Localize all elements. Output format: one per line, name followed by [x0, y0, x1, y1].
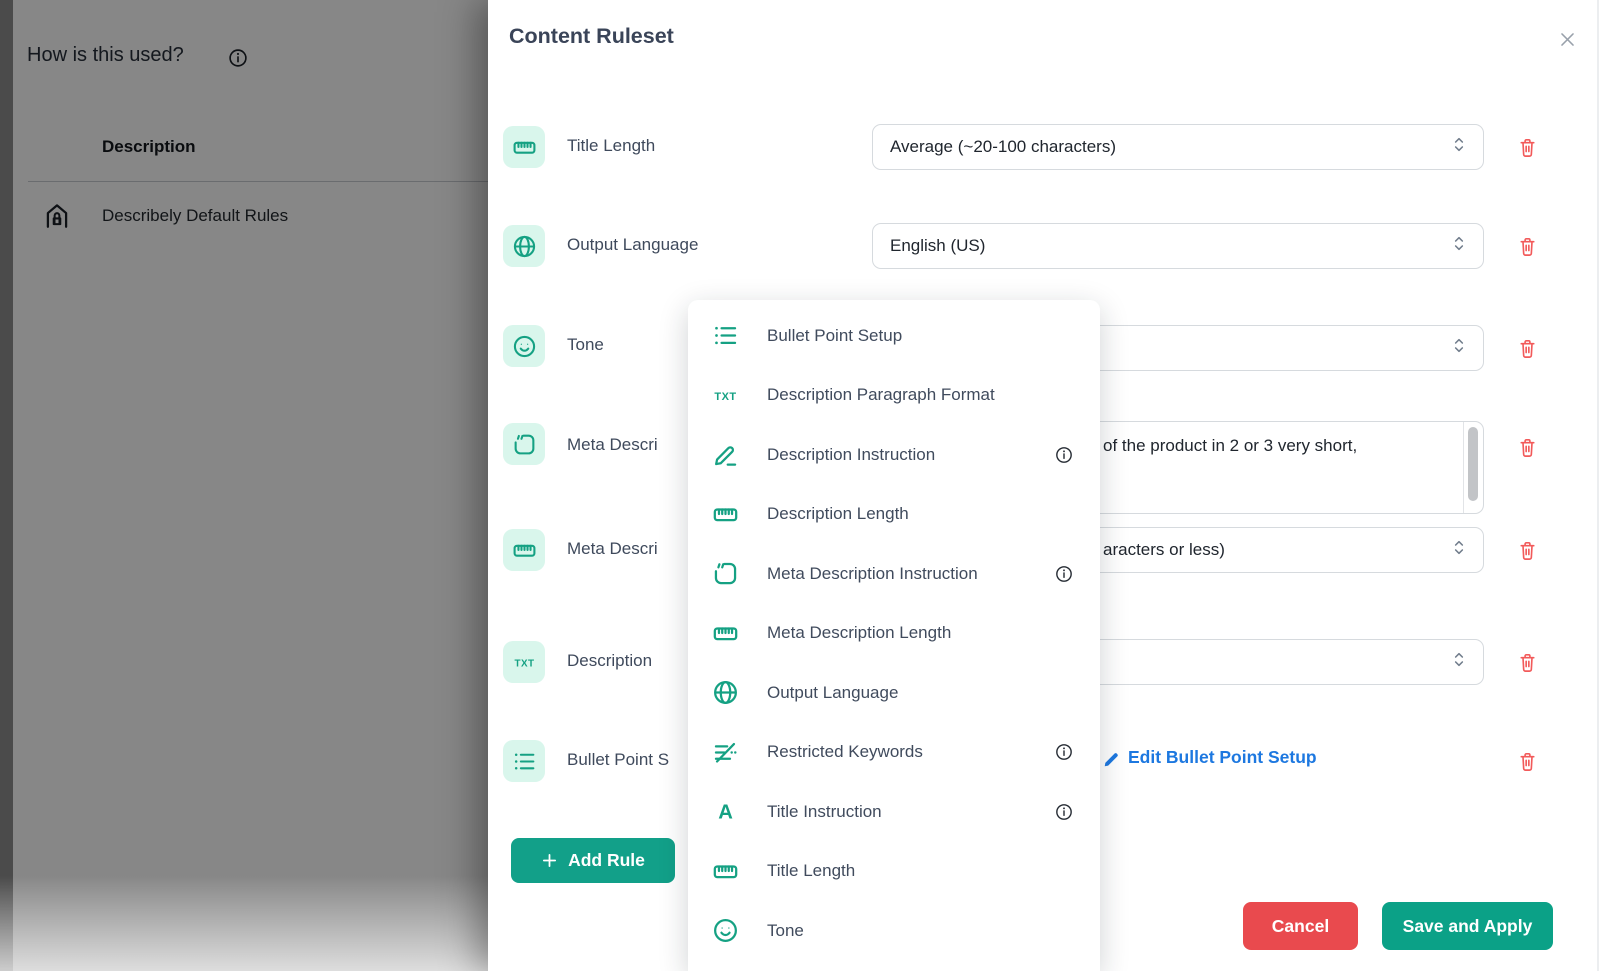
menu-item-label: Description Paragraph Format — [767, 385, 995, 405]
default-ruleset-icon — [42, 200, 72, 235]
rule-row-title-length: Title Length Average (~20-100 characters… — [488, 124, 1600, 170]
menu-item-label: Output Language — [767, 682, 899, 702]
menu-item-label: Restricted Keywords — [767, 742, 923, 762]
menu-item-meta-description-instruction[interactable]: Meta Description Instruction — [688, 544, 1100, 604]
restricted-keywords-icon — [712, 739, 739, 766]
delete-rule-icon[interactable] — [1514, 537, 1540, 563]
letter-a-icon: A — [712, 798, 739, 825]
textarea-scrollbar[interactable] — [1463, 422, 1483, 513]
menu-item-restricted-keywords[interactable]: Restricted Keywords — [688, 723, 1100, 783]
ruler-icon — [503, 126, 545, 168]
rule-label: Description — [567, 651, 653, 670]
table-row[interactable]: Describely Default Rules — [102, 206, 289, 225]
modal-scrollbar-track[interactable] — [1597, 0, 1599, 971]
menu-item-description-instruction[interactable]: Description Instruction — [688, 425, 1100, 485]
txt-icon: TXT — [503, 641, 545, 683]
menu-item-label: Title Instruction — [767, 801, 882, 821]
title-length-select[interactable]: Average (~20-100 characters) — [872, 124, 1484, 170]
chevron-updown-icon — [1449, 537, 1469, 564]
menu-item-description-length[interactable]: Description Length — [688, 485, 1100, 545]
add-rule-label: Add Rule — [568, 850, 645, 870]
page-bottom-fade — [0, 876, 488, 971]
save-and-apply-button[interactable]: Save and Apply — [1382, 902, 1553, 950]
select-value: aracters or less) — [1103, 540, 1225, 559]
ruler-icon — [712, 858, 739, 885]
rule-label: Meta Descri — [567, 435, 658, 454]
scrollbar-thumb[interactable] — [1468, 427, 1478, 501]
info-icon[interactable] — [1054, 445, 1074, 465]
info-icon[interactable] — [227, 47, 249, 74]
output-language-select[interactable]: English (US) — [872, 223, 1484, 269]
delete-rule-icon[interactable] — [1514, 434, 1540, 460]
delete-rule-icon[interactable] — [1514, 233, 1540, 259]
menu-item-label: Meta Description Length — [767, 623, 952, 643]
plus-icon — [543, 853, 557, 868]
close-icon[interactable] — [1552, 24, 1582, 54]
smiley-icon — [503, 325, 545, 367]
info-icon[interactable] — [1054, 564, 1074, 584]
ruler-icon — [503, 529, 545, 571]
rule-label: Tone — [567, 335, 604, 354]
svg-text:A: A — [718, 802, 733, 824]
chevron-updown-icon — [1449, 134, 1469, 161]
menu-item-output-language[interactable]: Output Language — [688, 663, 1100, 723]
menu-item-bullet-point-setup[interactable]: Bullet Point Setup — [688, 306, 1100, 366]
add-rule-dropdown-menu: Bullet Point Setup TXT Description Parag… — [688, 300, 1100, 971]
txt-icon: TXT — [712, 382, 739, 409]
rule-row-bullet-point-setup: Bullet Point S Edit Bullet Point Setup — [488, 738, 1600, 784]
menu-item-label: Description Instruction — [767, 444, 936, 464]
menu-item-label: Title Length — [767, 861, 856, 881]
table-divider — [28, 181, 488, 182]
chevron-updown-icon — [1449, 649, 1469, 676]
menu-item-label: Tone — [767, 920, 804, 940]
globe-icon — [712, 679, 739, 706]
delete-rule-icon[interactable] — [1514, 649, 1540, 675]
select-value: Average (~20-100 characters) — [890, 137, 1117, 156]
description-column-header: Description — [102, 137, 196, 156]
rule-label: Output Language — [567, 235, 699, 254]
pencil-icon — [712, 441, 739, 468]
chevron-updown-icon — [1449, 233, 1469, 260]
modal-title: Content Ruleset — [509, 24, 674, 48]
menu-item-description-paragraph-format[interactable]: TXT Description Paragraph Format — [688, 366, 1100, 426]
add-rule-button[interactable]: Add Rule — [511, 838, 675, 883]
svg-text:TXT: TXT — [514, 658, 534, 669]
info-icon[interactable] — [1054, 742, 1074, 762]
menu-item-label: Meta Description Instruction — [767, 563, 978, 583]
cancel-button[interactable]: Cancel — [1243, 902, 1358, 950]
quote-brackets-icon — [712, 560, 739, 587]
select-value: English (US) — [890, 236, 986, 255]
ruler-icon — [712, 501, 739, 528]
textarea-value: of the product in 2 or 3 very short, — [1103, 436, 1358, 455]
rule-label: Bullet Point S — [567, 750, 670, 769]
chevron-updown-icon — [1449, 335, 1469, 362]
edit-bullet-point-setup-link[interactable]: Edit Bullet Point Setup — [1102, 747, 1317, 768]
info-icon[interactable] — [1054, 802, 1074, 822]
menu-item-meta-description-length[interactable]: Meta Description Length — [688, 604, 1100, 664]
globe-icon — [503, 225, 545, 267]
edit-link-label: Edit Bullet Point Setup — [1128, 747, 1317, 767]
delete-rule-icon[interactable] — [1514, 134, 1540, 160]
menu-item-title-instruction[interactable]: A Title Instruction — [688, 782, 1100, 842]
delete-rule-icon[interactable] — [1514, 748, 1540, 774]
how-used-heading: How is this used? — [27, 44, 184, 66]
bullet-list-icon — [503, 740, 545, 782]
delete-rule-icon[interactable] — [1514, 335, 1540, 361]
rule-label: Meta Descri — [567, 539, 658, 558]
left-sidebar-edge — [0, 0, 13, 971]
bullet-list-icon — [712, 322, 739, 349]
quote-brackets-icon — [503, 423, 545, 465]
pencil-icon — [1104, 752, 1118, 766]
ruler-icon — [712, 620, 739, 647]
smiley-icon — [712, 917, 739, 944]
rule-row-output-language: Output Language English (US) — [488, 223, 1600, 269]
menu-item-tone[interactable]: Tone — [688, 901, 1100, 961]
rule-label: Title Length — [567, 136, 656, 155]
menu-item-label: Bullet Point Setup — [767, 325, 903, 345]
menu-item-label: Description Length — [767, 504, 909, 524]
svg-text:TXT: TXT — [714, 391, 736, 403]
menu-item-title-length[interactable]: Title Length — [688, 842, 1100, 902]
